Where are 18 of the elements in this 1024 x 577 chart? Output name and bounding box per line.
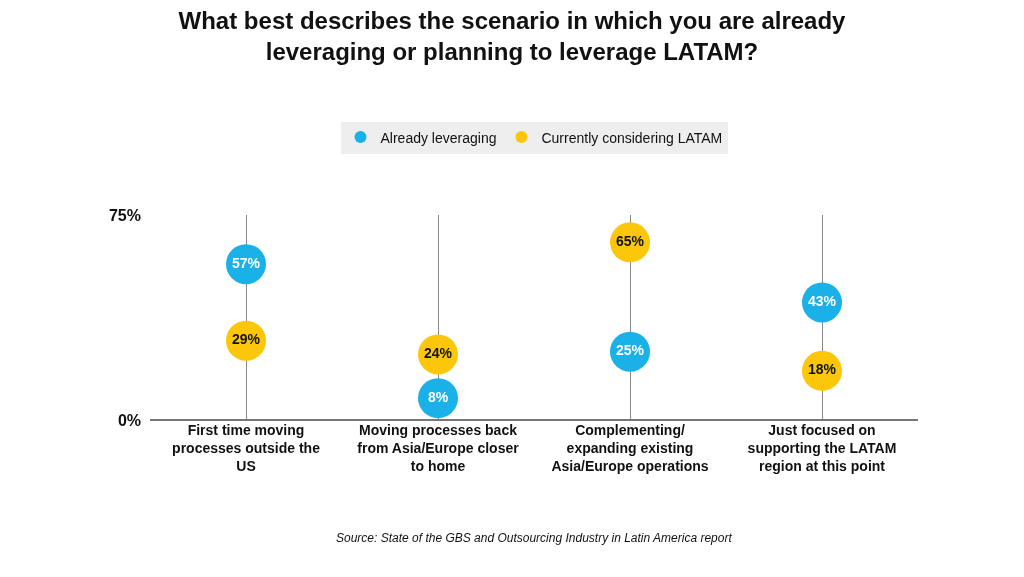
y-tick-label: 0% xyxy=(117,411,141,429)
data-label: 24% xyxy=(423,344,453,361)
legend-label: Currently considering LATAM xyxy=(541,129,723,146)
y-tick-label: 75% xyxy=(108,206,141,224)
x-tick-label: Just focused on supporting the LATAM region at this point xyxy=(747,422,897,475)
source-note: Source: State of the GBS and Outsourcing Industry in Latin America report xyxy=(336,531,733,545)
data-label: 65% xyxy=(615,232,645,249)
x-tick-label: Complementing/ expanding existing Asia/Europe operations xyxy=(551,422,709,475)
data-label: 57% xyxy=(231,254,261,271)
data-label: 43% xyxy=(807,292,837,309)
data-label: 8% xyxy=(427,388,449,405)
data-label: 29% xyxy=(231,331,261,348)
data-label: 18% xyxy=(807,361,837,378)
chart-title: What best describes the scenario in which you are already leveraging or planning to leverage LATAM? xyxy=(178,6,847,66)
legend-label: Already leveraging xyxy=(380,129,497,146)
data-label: 25% xyxy=(615,342,645,359)
x-tick-label: Moving processes back from Asia/Europe closer to home xyxy=(357,422,520,475)
x-tick-label: First time moving processes outside the US xyxy=(172,422,321,475)
